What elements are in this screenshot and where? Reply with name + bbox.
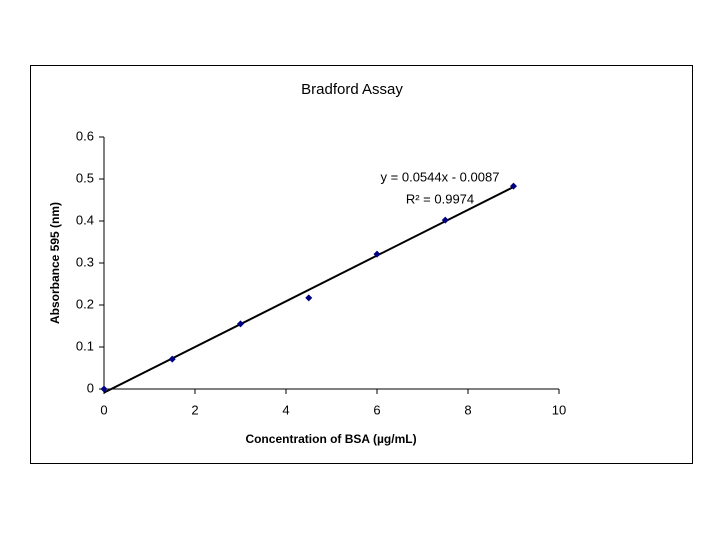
data-point xyxy=(237,320,244,328)
data-point xyxy=(373,250,381,258)
data-point xyxy=(168,355,176,363)
x-tick-label: 6 xyxy=(373,402,380,417)
data-point xyxy=(305,294,313,302)
y-tick-label: 0.2 xyxy=(76,296,94,311)
y-tick-label: 0.4 xyxy=(76,212,94,227)
chart-frame xyxy=(30,65,693,464)
trendline-equation: y = 0.0544x - 0.0087 xyxy=(381,169,500,184)
chart-title: Bradford Assay xyxy=(301,81,403,98)
y-axis-title: Absorbance 595 (nm) xyxy=(48,202,62,324)
data-point xyxy=(441,216,449,224)
r-squared-label: R² = 0.9974 xyxy=(406,191,474,206)
y-tick-label: 0.6 xyxy=(76,128,94,143)
y-tick-label: 0 xyxy=(87,380,94,395)
y-tick-label: 0.3 xyxy=(76,254,94,269)
x-tick-label: 4 xyxy=(282,402,289,417)
y-tick-label: 0.1 xyxy=(76,338,94,353)
data-point xyxy=(100,385,108,393)
x-tick-label: 2 xyxy=(191,402,198,417)
x-tick-label: 0 xyxy=(100,402,107,417)
y-tick-label: 0.5 xyxy=(76,170,94,185)
data-point xyxy=(510,182,517,190)
x-tick-label: 8 xyxy=(464,402,471,417)
x-axis-title: Concentration of BSA (µg/mL) xyxy=(245,432,416,446)
x-tick-label: 10 xyxy=(552,402,566,417)
